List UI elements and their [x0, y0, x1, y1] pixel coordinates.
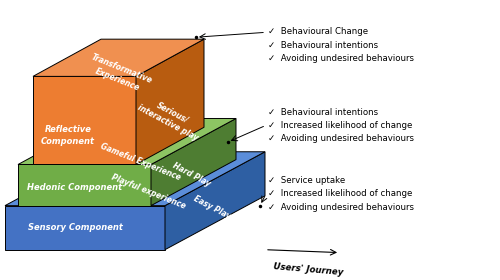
Text: Easy Play: Easy Play: [192, 194, 232, 221]
Polygon shape: [165, 152, 265, 250]
Polygon shape: [5, 206, 165, 250]
Text: Users' Journey: Users' Journey: [272, 262, 344, 277]
Text: Playful experience: Playful experience: [110, 173, 186, 211]
Text: Gameful Experience: Gameful Experience: [98, 141, 182, 182]
Text: Hedonic Component: Hedonic Component: [28, 183, 122, 192]
Text: ✓  Service uptake
✓  Increased likelihood of change
✓  Avoiding undesired behavi: ✓ Service uptake ✓ Increased likelihood …: [268, 176, 414, 212]
Text: Serious/
interactive play: Serious/ interactive play: [136, 93, 204, 142]
Polygon shape: [33, 39, 204, 76]
Polygon shape: [18, 118, 236, 164]
Text: ✓  Behavioural Change
✓  Behavioural intentions
✓  Avoiding undesired behaviours: ✓ Behavioural Change ✓ Behavioural inten…: [268, 27, 414, 63]
Polygon shape: [5, 152, 265, 206]
Polygon shape: [18, 164, 151, 206]
Text: Reflective
Component: Reflective Component: [41, 125, 95, 146]
Polygon shape: [33, 76, 136, 164]
Text: Sensory Component: Sensory Component: [28, 223, 122, 232]
Text: Transformative
Experience: Transformative Experience: [86, 53, 154, 96]
Polygon shape: [151, 118, 236, 206]
Polygon shape: [136, 39, 204, 164]
Text: Hard Play: Hard Play: [170, 160, 211, 188]
Text: ✓  Behavioural intentions
✓  Increased likelihood of change
✓  Avoiding undesire: ✓ Behavioural intentions ✓ Increased lik…: [268, 108, 414, 143]
